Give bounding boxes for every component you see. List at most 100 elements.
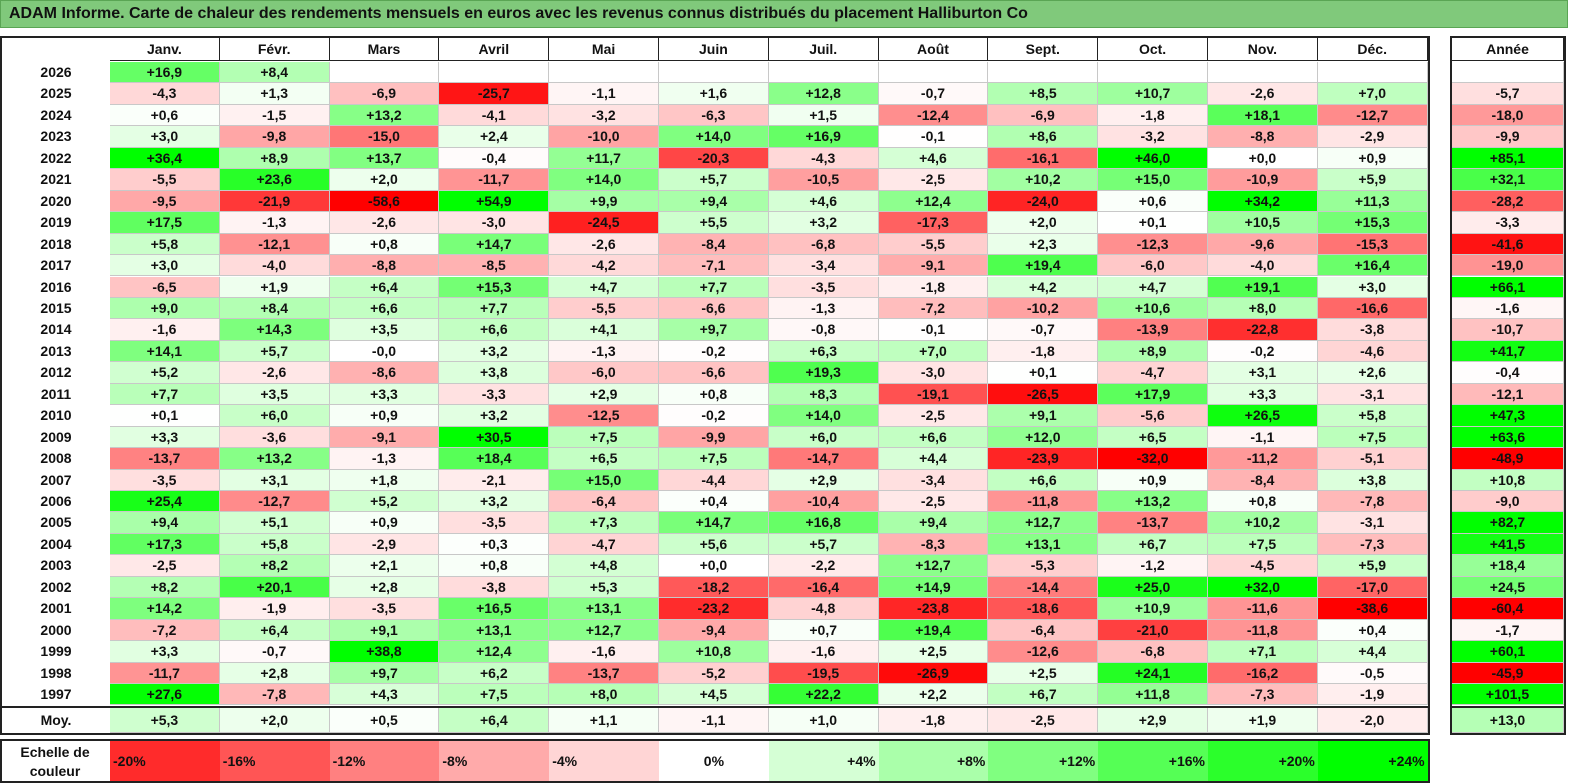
heatmap-cell: -6,6 bbox=[659, 362, 769, 384]
annual-cell: -5,7 bbox=[1452, 83, 1564, 105]
heatmap-cell: -0,1 bbox=[878, 319, 989, 341]
heatmap-cell: +5,9 bbox=[1317, 169, 1428, 191]
heatmap-cell: -16,6 bbox=[1317, 297, 1428, 320]
heatmap-cell: +5,5 bbox=[659, 212, 769, 234]
heatmap-cell: +9,7 bbox=[659, 319, 769, 341]
heatmap-cell: -10,0 bbox=[549, 126, 659, 148]
annual-cell: +66,1 bbox=[1452, 276, 1564, 298]
heatmap-cell: +6,2 bbox=[439, 662, 550, 685]
heatmap-cell: -14,4 bbox=[988, 576, 1099, 599]
heatmap-cell: +7,0 bbox=[878, 340, 989, 363]
heatmap-cell: +9,1 bbox=[988, 405, 1099, 427]
heatmap-cell: -2,6 bbox=[329, 212, 440, 234]
heatmap-cell: -13,7 bbox=[1098, 512, 1208, 534]
annual-cell: +10,8 bbox=[1452, 469, 1564, 491]
heatmap-cell: -0,8 bbox=[768, 319, 879, 341]
heatmap-cell: +0,9 bbox=[329, 405, 440, 427]
heatmap-cell: +13,1 bbox=[549, 598, 659, 620]
heatmap-cell: +3,0 bbox=[110, 255, 220, 277]
heatmap-cell: +0,7 bbox=[768, 619, 879, 642]
heatmap-cell: -3,8 bbox=[1317, 319, 1428, 341]
month-header: Avril bbox=[439, 36, 550, 61]
heatmap-cell bbox=[549, 62, 659, 84]
month-header: Sept. bbox=[988, 36, 1099, 61]
heatmap-cell: +7,7 bbox=[439, 297, 550, 320]
heatmap-cell: -4,4 bbox=[659, 469, 769, 491]
annual-cell: +82,7 bbox=[1452, 512, 1564, 534]
heatmap-cell: -1,2 bbox=[1098, 555, 1208, 577]
annual-cell: +24,5 bbox=[1452, 576, 1564, 599]
heatmap-cell: -24,0 bbox=[988, 190, 1099, 213]
month-header: Janv. bbox=[110, 36, 220, 61]
heatmap-cell: +2,0 bbox=[988, 212, 1099, 234]
heatmap-cell: -3,5 bbox=[110, 469, 220, 491]
heatmap-cell: +6,6 bbox=[988, 469, 1099, 491]
year-label: 2024 bbox=[2, 104, 110, 127]
heatmap-cell: -9,5 bbox=[110, 190, 220, 213]
heatmap-cell: -2,9 bbox=[1317, 126, 1428, 148]
heatmap-cell: +5,7 bbox=[219, 340, 330, 363]
heatmap-cell: -0,4 bbox=[439, 147, 550, 170]
heatmap-cell: -1,3 bbox=[549, 340, 659, 363]
year-label: 2008 bbox=[2, 448, 110, 470]
heatmap-cell: +4,7 bbox=[1098, 276, 1208, 298]
color-scale-swatch: -12% bbox=[329, 741, 440, 781]
heatmap-cell: +2,8 bbox=[219, 662, 330, 685]
average-cell: -1,1 bbox=[659, 707, 769, 733]
heatmap-cell: +8,2 bbox=[219, 555, 330, 577]
year-label: 2025 bbox=[2, 83, 110, 105]
heatmap-cell: +0,4 bbox=[1317, 619, 1428, 642]
heatmap-cell: -4,8 bbox=[768, 598, 879, 620]
annual-cell: +18,4 bbox=[1452, 555, 1564, 577]
annual-cell: -0,4 bbox=[1452, 362, 1564, 384]
heatmap-cell: +14,7 bbox=[439, 233, 550, 256]
heatmap-cell: +3,8 bbox=[439, 362, 550, 384]
year-label: 1999 bbox=[2, 641, 110, 663]
month-header: Mars bbox=[329, 36, 440, 61]
annual-cell: -48,9 bbox=[1452, 448, 1564, 470]
heatmap-cell: -6,0 bbox=[1098, 255, 1208, 277]
heatmap-cell: -7,3 bbox=[1208, 684, 1318, 706]
heatmap-cell: -12,7 bbox=[1317, 104, 1428, 127]
heatmap-cell: -12,3 bbox=[1098, 233, 1208, 256]
heatmap-cell: -11,7 bbox=[110, 662, 220, 685]
year-label: 2006 bbox=[2, 491, 110, 513]
heatmap-cell: -8,3 bbox=[878, 533, 989, 556]
heatmap-cell: +3,5 bbox=[219, 383, 330, 406]
heatmap-cell: -26,5 bbox=[988, 383, 1099, 406]
heatmap-cell: -7,8 bbox=[219, 684, 330, 706]
year-label: 2003 bbox=[2, 555, 110, 577]
heatmap-cell: +8,4 bbox=[219, 297, 330, 320]
heatmap-cell: +13,2 bbox=[219, 448, 330, 470]
heatmap-cell: -10,5 bbox=[768, 169, 879, 191]
heatmap-cell: +11,3 bbox=[1317, 190, 1428, 213]
heatmap-cell: +18,1 bbox=[1208, 104, 1318, 127]
heatmap-cell: -18,2 bbox=[659, 576, 769, 599]
heatmap-cell: -4,5 bbox=[1208, 555, 1318, 577]
average-cell: +1,0 bbox=[768, 707, 879, 733]
heatmap-cell: -6,9 bbox=[329, 83, 440, 105]
heatmap-cell: -7,2 bbox=[110, 619, 220, 642]
heatmap-cell: +0,1 bbox=[988, 362, 1099, 384]
heatmap-cell: +7,1 bbox=[1208, 641, 1318, 663]
heatmap-cell: +16,5 bbox=[439, 598, 550, 620]
heatmap-cell: -6,4 bbox=[549, 491, 659, 513]
heatmap-cell: -3,4 bbox=[878, 469, 989, 491]
heatmap-cell: +0,0 bbox=[1208, 147, 1318, 170]
heatmap-cell: +15,3 bbox=[439, 276, 550, 298]
heatmap-cell: +19,4 bbox=[878, 619, 989, 642]
heatmap-cell: -2,5 bbox=[878, 169, 989, 191]
heatmap-cell: -1,3 bbox=[219, 212, 330, 234]
month-header: Nov. bbox=[1208, 36, 1318, 61]
heatmap-cell: +12,7 bbox=[878, 555, 989, 577]
chart-title-bar: ADAM Informe. Carte de chaleur des rende… bbox=[0, 0, 1568, 28]
heatmap-cell: -12,5 bbox=[549, 405, 659, 427]
heatmap-cell: -5,5 bbox=[110, 169, 220, 191]
heatmap-cell: +10,6 bbox=[1098, 297, 1208, 320]
heatmap-cell: -8,4 bbox=[659, 233, 769, 256]
heatmap-cell bbox=[1208, 62, 1318, 84]
heatmap-cell: +2,2 bbox=[878, 684, 989, 706]
heatmap-cell: +4,6 bbox=[878, 147, 989, 170]
heatmap-cell: -16,2 bbox=[1208, 662, 1318, 685]
year-label: 2022 bbox=[2, 147, 110, 170]
